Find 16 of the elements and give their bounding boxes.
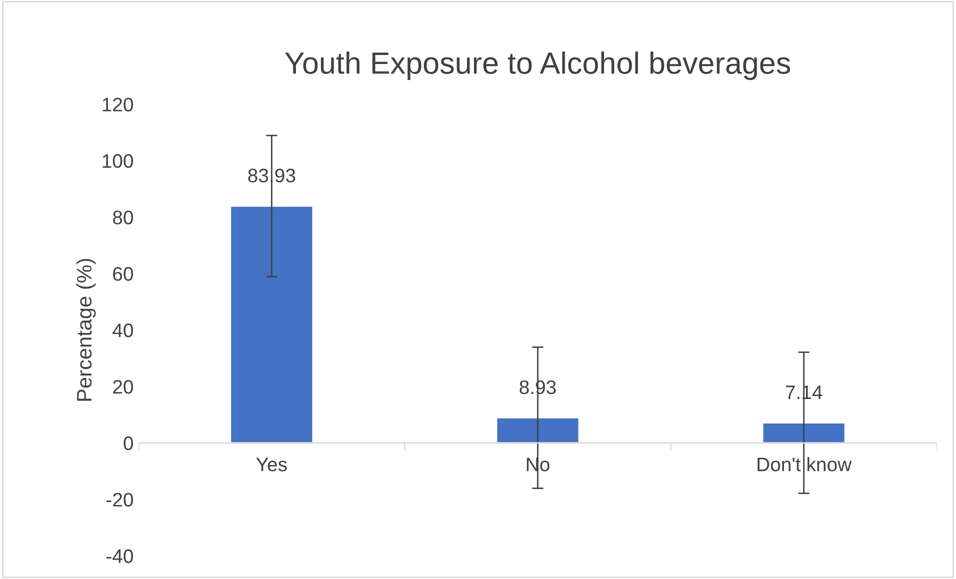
y-tick-label: -40 (106, 549, 133, 564)
y-tick-label: 60 (113, 267, 133, 281)
x-tick-label: Don't know (758, 457, 852, 472)
y-axis-title: Percentage (%) (76, 258, 96, 401)
chart-title: Youth Exposure to Alcohol beverages (285, 52, 790, 80)
y-tick-label: 120 (102, 98, 133, 112)
y-tick-label: 20 (113, 380, 133, 394)
bar (496, 417, 580, 444)
x-tick-label: Yes (256, 458, 287, 472)
y-tick-label: 80 (112, 210, 133, 224)
y-tick-label: 40 (112, 324, 133, 338)
y-tick-label: -20 (106, 492, 133, 507)
y-tick-label: 0 (124, 436, 133, 450)
y-tick-label: 100 (102, 154, 133, 168)
bar (230, 205, 314, 444)
bar (762, 422, 846, 444)
